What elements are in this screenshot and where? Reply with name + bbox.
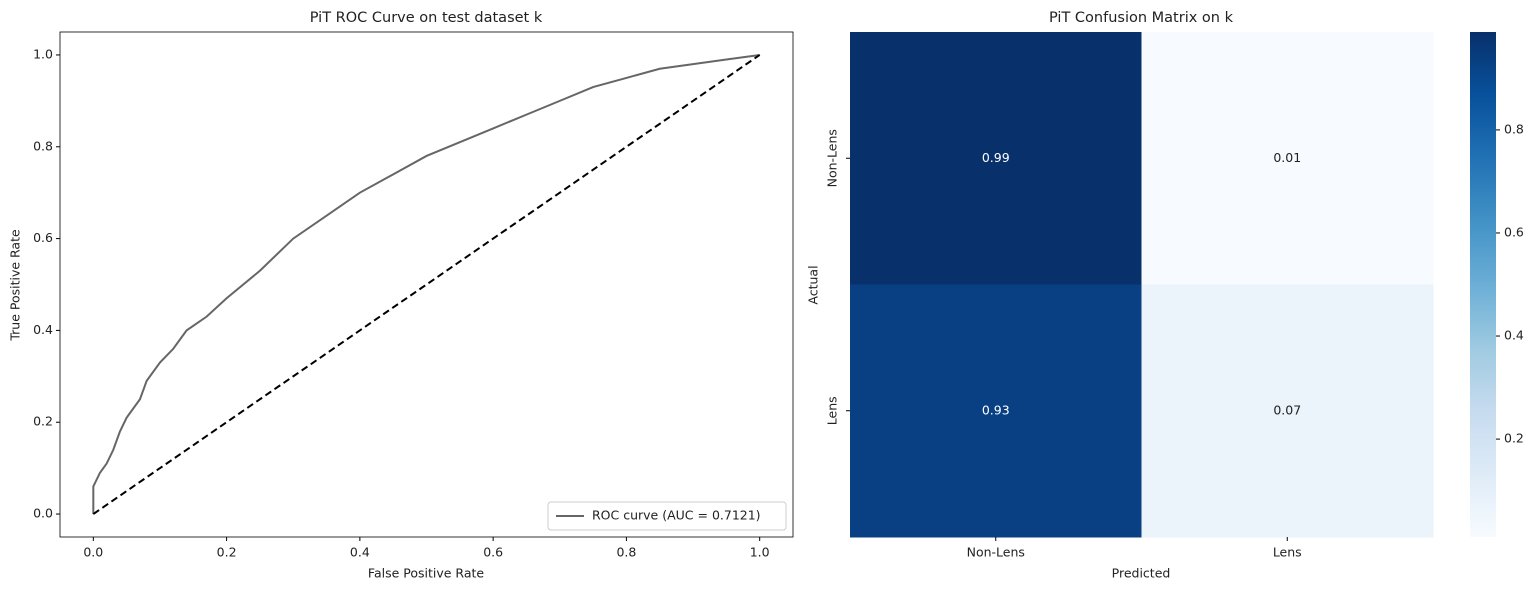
y-axis-label: True Positive Rate xyxy=(8,229,23,342)
legend-label: ROC curve (AUC = 0.7121) xyxy=(592,508,761,523)
line xyxy=(92,53,760,515)
plot-frame xyxy=(59,31,794,538)
x-tick-label: Non-Lens xyxy=(967,545,1025,560)
colorbar-tick-label: 0.6 xyxy=(1504,224,1524,239)
x-tick-label: 0.4 xyxy=(350,545,370,560)
x-tick-label: Lens xyxy=(1273,545,1302,560)
x-tick-label: 0.6 xyxy=(483,545,503,560)
y-tick-label: 0.4 xyxy=(33,322,53,337)
cell-label: 0.01 xyxy=(1273,150,1301,165)
x-axis-label: Predicted xyxy=(1112,566,1171,581)
y-tick-label: Non-Lens xyxy=(825,129,840,187)
legend-box xyxy=(547,501,787,531)
chart-title: PiT Confusion Matrix on k xyxy=(1049,10,1234,26)
chart-title: PiT ROC Curve on test dataset k xyxy=(310,10,543,26)
x-tick-label: 0.8 xyxy=(616,545,636,560)
x-axis-label: False Positive Rate xyxy=(368,566,484,581)
y-tick-label: 0.2 xyxy=(33,414,53,429)
cell-label: 0.99 xyxy=(982,150,1010,165)
x-tick-label: 0.2 xyxy=(217,545,237,560)
y-tick-label: 0.6 xyxy=(33,230,53,245)
heatmap-cell xyxy=(850,32,1142,285)
x-tick-label: 0.0 xyxy=(83,545,103,560)
y-tick-label: 0.8 xyxy=(33,138,53,153)
x-tick-label: 1.0 xyxy=(750,545,770,560)
y-tick-label: Lens xyxy=(825,396,840,425)
colorbar-tick-label: 0.2 xyxy=(1504,431,1524,446)
colorbar-tick-label: 0.8 xyxy=(1504,121,1524,136)
line xyxy=(92,54,761,515)
heatmap-cell xyxy=(1141,284,1434,538)
y-tick-label: 0.0 xyxy=(33,506,53,521)
y-tick-label: 1.0 xyxy=(33,46,53,61)
cell-label: 0.07 xyxy=(1273,402,1301,417)
heatmap-cell xyxy=(1141,32,1434,285)
y-axis-label: Actual xyxy=(806,265,821,304)
colorbar-tick-label: 0.4 xyxy=(1504,328,1524,343)
heatmap-cell xyxy=(850,284,1142,538)
colorbar xyxy=(1470,32,1496,537)
cell-label: 0.93 xyxy=(982,402,1010,417)
